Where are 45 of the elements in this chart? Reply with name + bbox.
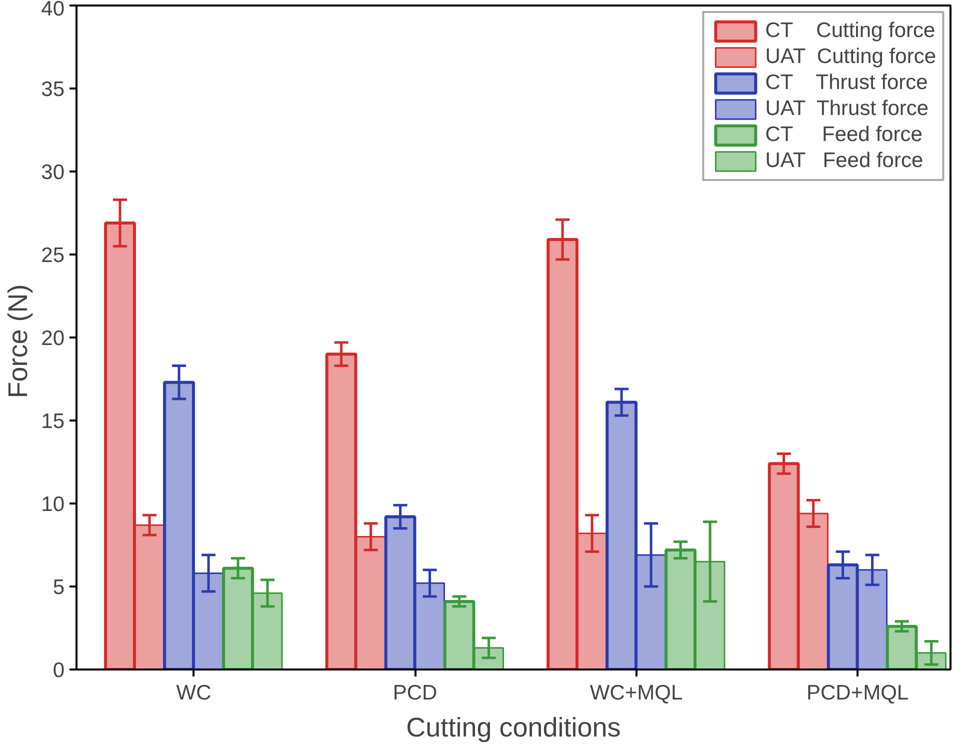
legend-label: CT Cutting force [765, 19, 936, 43]
bar [193, 572, 224, 670]
bar [163, 380, 195, 670]
x-tick-label: PCD [392, 682, 438, 704]
y-tick-label: 0 [52, 659, 65, 682]
bar [768, 462, 800, 670]
bar [134, 524, 165, 670]
y-tick-label: 20 [41, 327, 64, 350]
bar [886, 624, 918, 670]
y-tick-label: 15 [41, 410, 64, 433]
bar [636, 554, 666, 670]
bar [414, 582, 445, 670]
y-tick-label: 30 [41, 161, 64, 184]
bar [325, 352, 358, 670]
x-tick-label: PCD+MQL [806, 682, 909, 704]
y-tick-label: 5 [52, 576, 65, 599]
bar [694, 560, 726, 670]
x-tick-label: WC [176, 682, 212, 704]
bar [857, 569, 888, 670]
legend-label: UAT Thrust force [765, 97, 929, 121]
bar [104, 221, 136, 670]
legend-label: UAT Cutting force [765, 45, 936, 69]
y-axis-title: Force (N) [3, 284, 34, 398]
bar [576, 532, 608, 670]
legend-label: CT Thrust force [765, 71, 928, 95]
bar [356, 536, 386, 670]
y-tick-label: 40 [41, 0, 64, 20]
bar [443, 600, 476, 670]
bar [474, 647, 504, 670]
x-tick-label: WC+MQL [590, 682, 683, 704]
bar [222, 566, 254, 670]
bar [606, 400, 638, 670]
bar [384, 515, 416, 670]
bar [916, 652, 947, 670]
bar [546, 238, 579, 670]
bar [252, 592, 283, 670]
y-tick-label: 10 [41, 493, 64, 516]
bar [664, 548, 697, 670]
y-tick-label: 25 [41, 244, 64, 267]
bar [798, 512, 829, 670]
y-tick-label: 35 [41, 78, 64, 101]
x-axis-title: Cutting conditions [406, 712, 621, 742]
bar [826, 563, 859, 670]
legend-label: UAT Feed force [765, 149, 924, 173]
legend-label: CT Feed force [765, 123, 922, 147]
